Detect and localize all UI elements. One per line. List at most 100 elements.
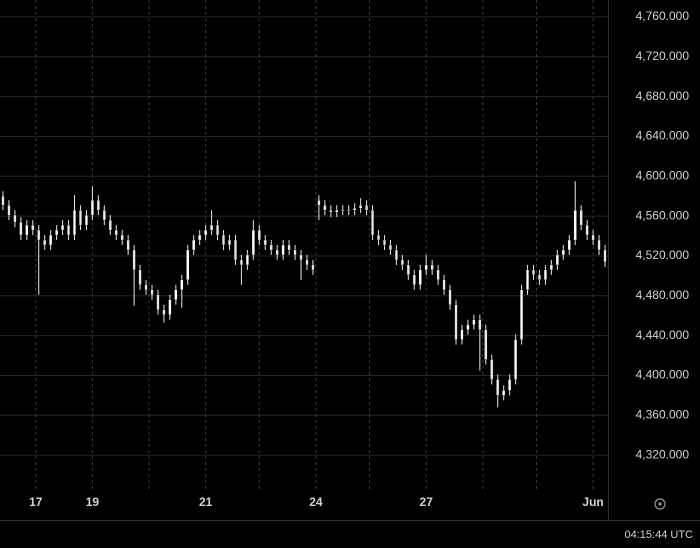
candle-body (43, 239, 47, 246)
candle-body (466, 324, 470, 330)
candle-body (216, 224, 220, 236)
candle-body (377, 234, 381, 241)
candle-body (55, 229, 59, 236)
candle-body (335, 209, 339, 213)
candle-body (108, 219, 112, 231)
candle-body (73, 209, 77, 236)
candle-body (555, 254, 559, 266)
candle-body (424, 264, 428, 271)
candle-body (245, 254, 249, 266)
candle-body (341, 209, 345, 212)
candle-body (293, 249, 297, 256)
candle-body (192, 239, 196, 251)
candle-body (144, 284, 148, 290)
candle-body (180, 279, 184, 290)
y-tick-label: 4,720.000 (636, 49, 690, 63)
candle-body (239, 259, 243, 266)
candle-body (174, 289, 178, 300)
candle-body (537, 274, 541, 281)
candle-body (406, 264, 410, 276)
x-tick-label: 24 (309, 495, 323, 509)
candle-body (359, 205, 363, 209)
x-tick-label: 19 (86, 495, 100, 509)
settings-icon-dot (658, 502, 662, 506)
candle-body (478, 319, 482, 330)
candle-body (102, 209, 106, 221)
candle-body (251, 229, 255, 256)
candle-body (25, 224, 29, 236)
x-tick-label: 21 (199, 495, 213, 509)
candle-body (210, 224, 214, 231)
candle-body (49, 234, 53, 246)
candle-body (138, 269, 142, 285)
candle-body (472, 319, 476, 325)
candle-body (490, 359, 494, 380)
candle-body (579, 209, 583, 226)
candle-body (561, 249, 565, 256)
y-tick-label: 4,480.000 (636, 288, 690, 302)
candle-body (96, 200, 100, 211)
candle-body (365, 205, 369, 211)
candle-body (120, 234, 124, 241)
candle-body (7, 205, 11, 216)
candle-body (531, 269, 535, 276)
y-tick-label: 4,760.000 (636, 9, 690, 23)
candle-body (603, 249, 607, 263)
candle-body (549, 264, 553, 271)
candle-body (67, 224, 71, 236)
candle-body (222, 234, 226, 246)
candle-body (394, 249, 398, 261)
candle-body (353, 208, 357, 211)
candle-body (150, 289, 154, 295)
y-tick-label: 4,360.000 (636, 407, 690, 421)
candle-body (186, 249, 190, 281)
candle-body (287, 244, 291, 251)
y-tick-label: 4,400.000 (636, 368, 690, 382)
candle-body (382, 239, 386, 246)
candle-body (19, 221, 23, 236)
candle-body (585, 224, 589, 236)
candle-body (597, 239, 601, 251)
candle-body (418, 269, 422, 285)
candle-body (227, 239, 231, 246)
candle-body (162, 309, 166, 315)
candle-body (484, 329, 488, 360)
candle-body (84, 214, 88, 226)
y-tick-label: 4,520.000 (636, 248, 690, 262)
candle-body (460, 329, 464, 340)
candle-body (275, 249, 279, 256)
candle-body (526, 269, 530, 290)
candle-body (233, 239, 237, 261)
candle-body (323, 205, 327, 211)
candle-body (543, 269, 547, 281)
candle-body (281, 244, 285, 256)
candle-body (591, 234, 595, 241)
settings-icon[interactable] (654, 498, 666, 510)
y-tick-label: 4,320.000 (636, 447, 690, 461)
y-tick-label: 4,560.000 (636, 208, 690, 222)
candle-body (269, 244, 273, 251)
candle-body (37, 229, 41, 241)
candle-body (496, 379, 500, 396)
candle-body (573, 209, 577, 241)
candle-body (347, 209, 351, 212)
candle-body (567, 239, 571, 251)
candle-body (371, 209, 375, 236)
candle-body (388, 244, 392, 251)
candle-body (126, 239, 130, 251)
x-tick-label: 27 (420, 495, 434, 509)
candle-body (305, 259, 309, 266)
candle-body (263, 239, 267, 246)
candle-body (156, 294, 160, 310)
candle-body (412, 274, 416, 285)
status-time: 04:15:44 UTC (625, 529, 694, 541)
candle-body (257, 229, 261, 241)
candle-body (61, 224, 65, 231)
candle-body (78, 209, 82, 226)
candle-body (114, 229, 118, 236)
candle-body (508, 379, 512, 391)
candle-body (514, 339, 518, 380)
